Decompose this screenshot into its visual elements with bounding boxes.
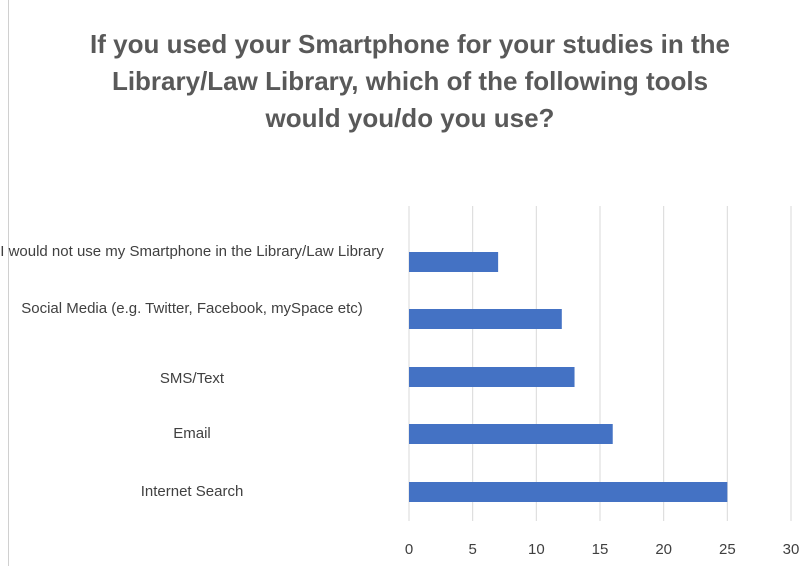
x-tick-label-25: 25 [719, 541, 736, 558]
category-label-3: SMS/Text [159, 370, 225, 387]
chart-title: If you used your Smartphone for your stu… [90, 29, 730, 133]
category-label-1: I would not use my Smartphone in the Lib… [0, 243, 384, 260]
x-tick-label-0: 0 [405, 541, 413, 558]
bar-5 [409, 482, 728, 502]
x-tick-label-15: 15 [592, 541, 609, 558]
x-tick-label-20: 20 [655, 541, 672, 558]
x-tick-label-5: 5 [468, 541, 476, 558]
bar-4 [409, 424, 613, 444]
x-tick-label-30: 30 [783, 541, 800, 558]
bar-1 [409, 252, 499, 272]
bar-2 [409, 309, 562, 329]
category-label-5: Internet Search [140, 483, 244, 500]
chart-area [8, 0, 810, 566]
category-label-2: Social Media (e.g. Twitter, Facebook, my… [21, 300, 363, 317]
x-tick-label-10: 10 [528, 541, 545, 558]
category-label-4: Email [173, 425, 211, 442]
bar-3 [409, 367, 575, 387]
